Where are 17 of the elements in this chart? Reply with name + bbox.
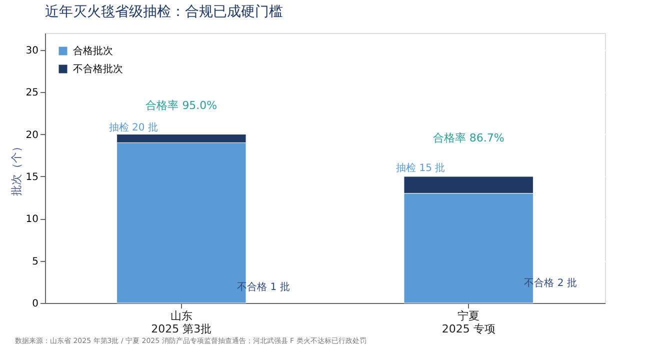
y-tick-label: 0 bbox=[32, 298, 38, 310]
y-tick-label: 10 bbox=[26, 214, 38, 226]
y-tick-label: 30 bbox=[26, 45, 38, 56]
annotation: 抽检 15 批 bbox=[396, 162, 446, 174]
y-tick-label: 5 bbox=[32, 256, 38, 268]
legend-label: 不合格批次 bbox=[73, 63, 123, 75]
annotation: 合格率 86.7% bbox=[432, 131, 504, 144]
y-tick-label: 25 bbox=[26, 88, 38, 99]
annotation: 合格率 95.0% bbox=[146, 98, 218, 112]
y-tick-label: 20 bbox=[26, 130, 38, 141]
y-axis-title: 批次（个） bbox=[10, 141, 23, 196]
y-tick-label: 15 bbox=[26, 172, 38, 183]
chart-title: 近年灭火毯省级抽检：合规已成硬门槛 bbox=[45, 4, 283, 20]
x-tick-label: 宁夏 2025 专项 bbox=[442, 310, 496, 336]
annotation: 抽检 20 批 bbox=[108, 122, 158, 134]
x-tick-label: 山东 2025 第3批 bbox=[151, 310, 212, 336]
legend-label: 合格批次 bbox=[73, 45, 113, 57]
